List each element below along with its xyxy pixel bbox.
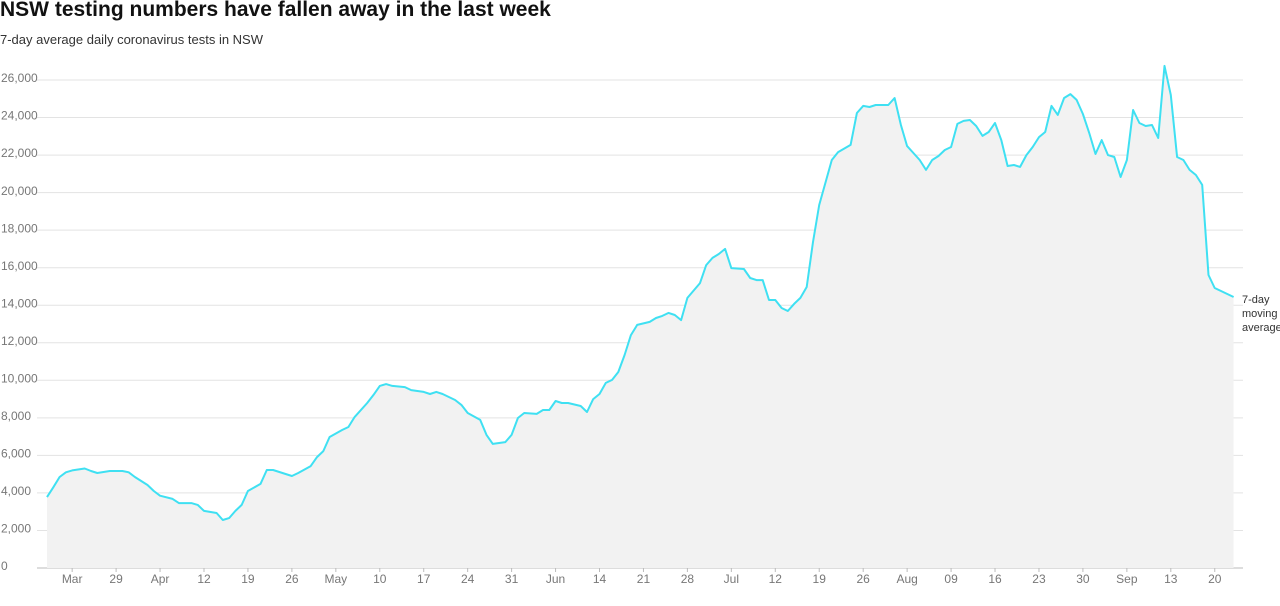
y-tick-label: 8,000 [1,409,31,423]
y-tick-label: 22,000 [1,146,38,160]
x-tick-label: Mar [62,572,83,586]
x-tick-label: 09 [944,572,958,586]
x-tick-label: 20 [1208,572,1222,586]
x-tick-label: 21 [637,572,651,586]
y-tick-label: 16,000 [1,259,38,273]
chart-subtitle: 7-day average daily coronavirus tests in… [0,32,264,47]
line [46,64,1235,521]
chart-title: NSW testing numbers have fallen away in … [0,0,551,21]
x-tick-label: 29 [109,572,123,586]
x-tick-label: 13 [1164,572,1178,586]
x-tick-label: 31 [505,572,519,586]
x-tick-label: 16 [988,572,1002,586]
x-tick-label: 14 [593,572,607,586]
x-tick-label: May [324,572,347,586]
x-tick-label: Jul [724,572,739,586]
y-tick-label: 24,000 [1,109,38,123]
x-tick-label: 26 [857,572,871,586]
x-tick-label: Sep [1116,572,1138,586]
x-tick-label: 30 [1076,572,1090,586]
y-tick-label: 20,000 [1,184,38,198]
y-tick-label: 0 [1,559,8,573]
x-tick-label: 19 [813,572,827,586]
y-tick-label: 18,000 [1,221,38,235]
x-tick-label: 12 [769,572,783,586]
y-tick-label: 12,000 [1,334,38,348]
x-tick-label: 28 [681,572,695,586]
x-tick-label: 19 [241,572,255,586]
x-tick-label: 17 [417,572,431,586]
y-tick-label: 2,000 [1,522,31,536]
x-tick-label: 12 [197,572,211,586]
x-tick-label: Apr [151,572,170,586]
x-tick-label: 24 [461,572,475,586]
y-tick-label: 14,000 [1,296,38,310]
y-tick-label: 10,000 [1,371,38,385]
area [47,65,1234,569]
x-tick-label: 23 [1032,572,1046,586]
annotation: 7-day moving average [1242,294,1280,334]
y-tick-label: 4,000 [1,484,31,498]
x-tick-label: Aug [896,572,917,586]
y-tick-label: 26,000 [1,71,38,85]
x-tick-label: 26 [285,572,299,586]
x-tick-label: Jun [546,572,565,586]
x-tick-label: 10 [373,572,387,586]
y-tick-label: 6,000 [1,447,31,461]
